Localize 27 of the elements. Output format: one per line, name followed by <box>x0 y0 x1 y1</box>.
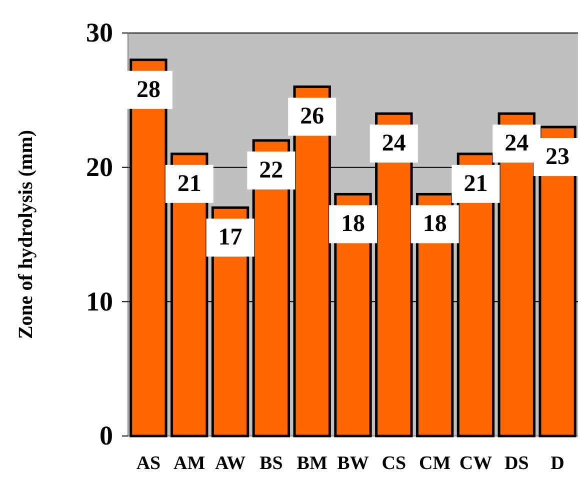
data-label: 17 <box>218 224 242 251</box>
data-label: 28 <box>136 76 160 103</box>
x-tick-label: AS <box>136 453 161 474</box>
x-tick-label: BW <box>337 453 369 474</box>
y-tick-label: 30 <box>86 18 113 48</box>
y-tick-label: 10 <box>86 286 113 316</box>
x-tick-label: BM <box>296 453 328 474</box>
data-label: 18 <box>341 211 365 238</box>
data-label: 18 <box>422 211 447 238</box>
y-tick-label: 20 <box>86 152 113 182</box>
y-tick-label: 0 <box>100 420 113 451</box>
x-tick-label: DS <box>504 453 529 474</box>
x-tick-label: CS <box>382 453 406 474</box>
x-tick-label: D <box>550 453 564 474</box>
x-tick-label: AM <box>174 453 206 474</box>
data-label: 24 <box>504 130 529 157</box>
x-tick-label: CW <box>459 453 492 474</box>
data-label: 24 <box>382 130 406 157</box>
data-label: 26 <box>300 104 324 130</box>
y-axis-title: Zone of hydrolysis (mm) <box>15 130 37 340</box>
data-label: 21 <box>177 170 202 197</box>
data-label: 23 <box>546 144 570 170</box>
x-tick-label: BS <box>260 453 283 474</box>
x-tick-label: CM <box>418 453 451 474</box>
data-label: 21 <box>464 170 488 197</box>
x-tick-label: AW <box>214 453 246 474</box>
data-label: 22 <box>259 157 284 184</box>
